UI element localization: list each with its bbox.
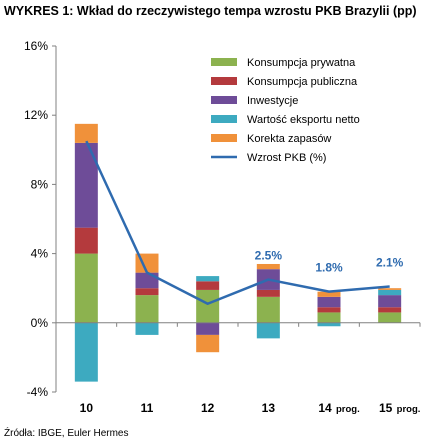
bar-private_consumption-15 [378,312,402,323]
legend-swatch-investment [211,96,237,104]
bar-public_consumption-13 [256,289,280,297]
y-tick-label: 4% [31,247,49,261]
legend-swatch-inventory [211,134,237,142]
bar-public_consumption-12 [196,281,220,290]
bar-investment-10 [74,142,98,228]
x-tick-label: 10 [80,401,94,415]
bar-public_consumption-14 [317,307,341,313]
axis-layer: -4% 0% 4% 8% 12% 16% 10 11 12 13 14 prog. 15 prog. [24,39,421,415]
bar-inventory-10 [74,123,98,143]
x-tick-label: 14 [318,401,332,415]
bar-investment-11 [135,272,159,289]
y-tick-label: 16% [24,39,48,53]
x-tick-suffix: prog. [336,404,360,415]
bar-public_consumption-11 [135,288,159,296]
bar-net_exports-10 [74,322,98,382]
bar-private_consumption-12 [196,289,220,323]
bar-inventory-15 [378,288,402,290]
bar-net_exports-11 [135,322,159,335]
y-tick-label: -4% [27,385,49,399]
bar-inventory-14 [317,291,341,297]
bar-private_consumption-10 [74,253,98,323]
legend-swatch-net_exports [211,115,237,123]
bar-investment-14 [317,296,341,308]
data-label: 2.5% [255,249,283,263]
bar-net_exports-12 [196,276,220,282]
bar-private_consumption-14 [317,312,341,323]
bar-investment-12 [196,322,220,335]
x-tick-label: 15 [379,401,393,415]
bar-investment-15 [378,295,402,308]
data-label: 2.1% [376,255,404,269]
legend-label: Wartość eksportu netto [247,114,360,126]
bar-inventory-12 [196,334,220,353]
bar-inventory-13 [256,263,280,270]
data-label: 1.8% [315,261,343,275]
bar-net_exports-13 [256,322,280,339]
bar-public_consumption-10 [74,227,98,254]
legend: Konsumpcja prywatna Konsumpcja publiczna I… [211,57,360,164]
bar-private_consumption-13 [256,296,280,323]
legend-swatch-public_consumption [211,77,237,85]
y-tick-label: 8% [31,177,49,191]
legend-label: Konsumpcja prywatna [247,57,356,69]
line-layer [85,140,390,306]
legend-swatch-private_consumption [211,58,237,66]
x-tick-label: 13 [262,401,276,415]
legend-label: Korekta zapasów [247,133,331,145]
bar-public_consumption-15 [378,307,402,313]
chart-title: WYKRES 1: Wkład do rzeczywistego tempa w… [4,4,417,18]
legend-label: Inwestycje [247,95,298,107]
bar-net_exports-14 [317,322,341,327]
chart-source: Źródła: IBGE, Euler Hermes [4,428,129,439]
gdp-growth-line [85,140,390,306]
bar-net_exports-15 [378,289,402,296]
y-tick-label: 12% [24,108,48,122]
bars-layer [74,123,402,382]
y-tick-label: 0% [31,316,49,330]
x-tick-label: 12 [201,401,215,415]
x-tick-suffix: prog. [397,404,421,415]
x-tick-label: 11 [141,401,154,415]
legend-label: Konsumpcja publiczna [247,76,358,88]
bar-private_consumption-11 [135,295,159,323]
legend-label: Wzrost PKB (%) [247,152,326,164]
labels-layer: 2.5% 1.8% 2.1% [255,249,404,275]
